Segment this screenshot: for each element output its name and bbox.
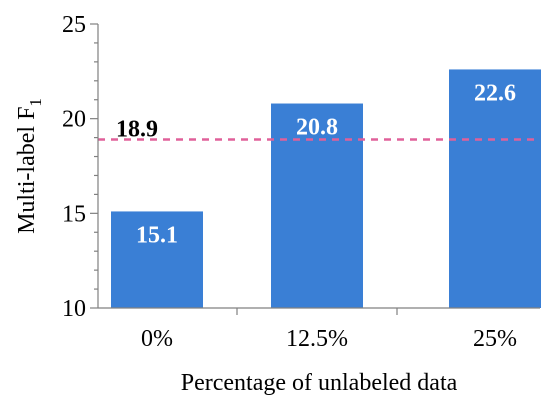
x-axis-title: Percentage of unlabeled data: [181, 370, 458, 396]
bar-2: [449, 69, 541, 308]
bars-layer: [111, 69, 541, 309]
bar-0: [111, 211, 203, 308]
y-axis-title: Multi-label F1: [14, 98, 45, 234]
reference-line-label: 18.9: [116, 116, 158, 142]
bar-data-label: 20.8: [296, 115, 338, 141]
bar-1: [271, 103, 363, 309]
y-axis-title-subscript: 1: [26, 98, 45, 107]
y-tick-label: 25: [62, 12, 86, 38]
bar-data-label: 15.1: [136, 222, 178, 248]
bar-data-label: 22.6: [474, 80, 516, 106]
labels-layer: 10 15 20 25 0% 12.5% 25% 15.1 20.8 22.6 18.9 Percen…: [14, 12, 517, 396]
x-tick-label: 0%: [141, 326, 173, 352]
x-tick-label: 12.5%: [286, 326, 348, 352]
axes-layer: [90, 23, 540, 315]
y-tick-label: 10: [62, 296, 86, 322]
y-axis-title-main: Multi-label F: [14, 107, 40, 234]
y-tick-label: 15: [62, 201, 86, 227]
y-tick-label: 20: [62, 107, 86, 133]
x-tick-label: 25%: [473, 326, 517, 352]
